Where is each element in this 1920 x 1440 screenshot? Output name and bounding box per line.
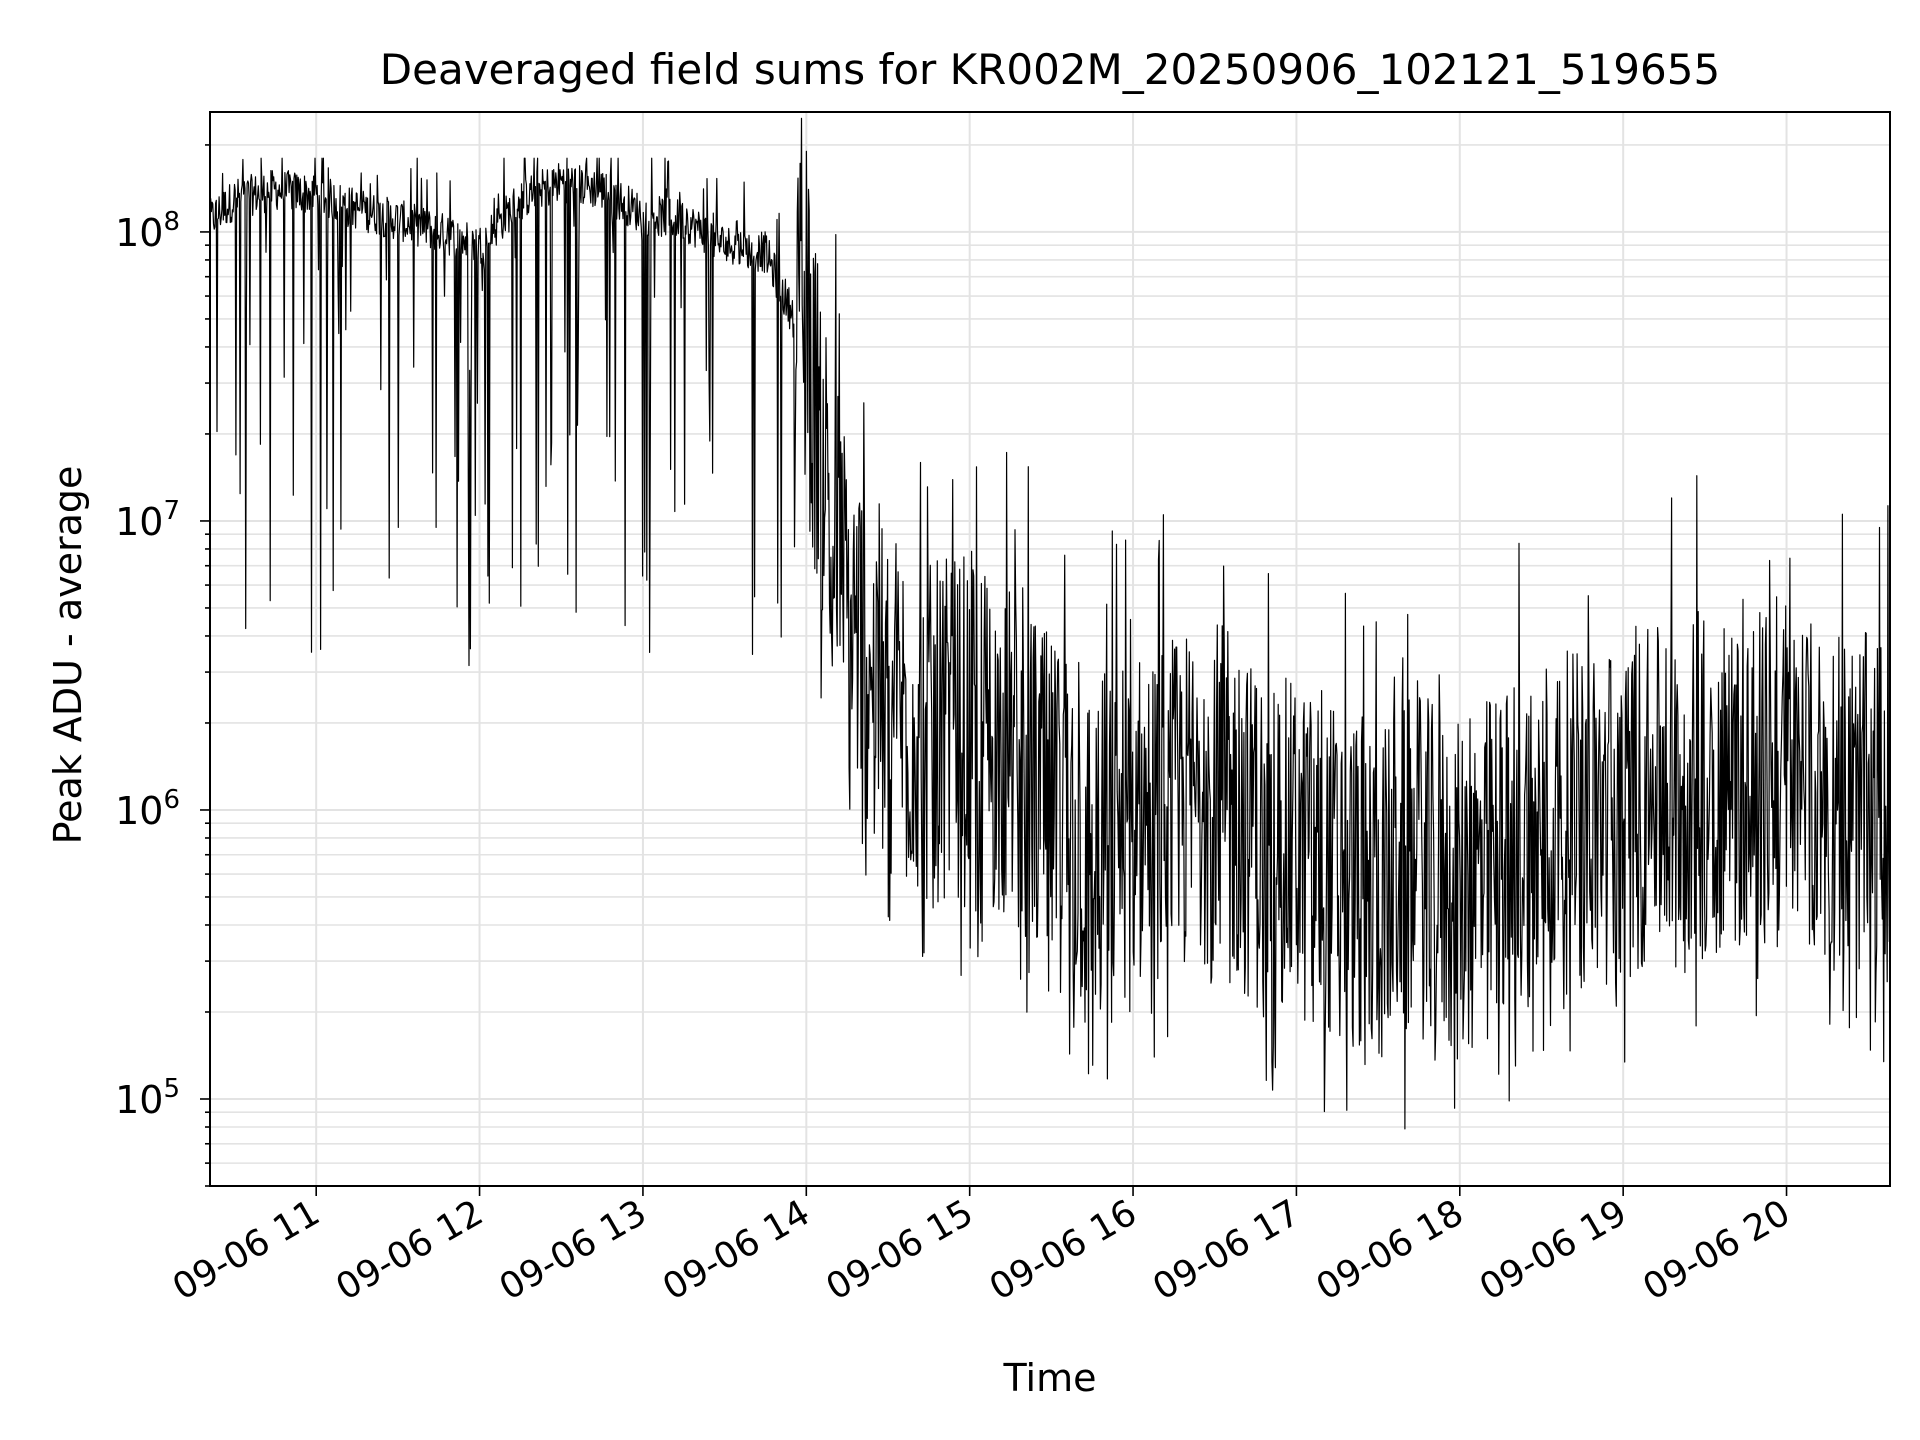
x-tick-label: 09-06 11 [166, 1192, 327, 1308]
x-tick-label: 09-06 16 [983, 1192, 1144, 1308]
x-tick-label: 09-06 12 [329, 1192, 490, 1308]
series-line [209, 117, 1891, 1130]
x-tick-label: 09-06 14 [656, 1192, 817, 1308]
x-tick-label: 09-06 19 [1473, 1192, 1634, 1308]
x-axis-label: Time [1003, 1356, 1097, 1400]
plot-frame [209, 111, 1891, 1187]
x-tick-label: 09-06 18 [1310, 1192, 1471, 1308]
x-tick-label: 09-06 13 [493, 1192, 654, 1308]
plot-background [210, 112, 1890, 1186]
x-tick-label: 09-06 17 [1146, 1192, 1307, 1308]
y-tick-label: 108 [115, 207, 180, 255]
y-tick-label: 107 [115, 496, 180, 544]
x-tick-label: 09-06 15 [820, 1192, 981, 1308]
chart-title: Deaveraged field sums for KR002M_2025090… [379, 45, 1721, 94]
y-tick-label: 105 [115, 1074, 180, 1122]
x-tick-label: 09-06 20 [1636, 1192, 1797, 1308]
series-trace [209, 117, 1891, 1130]
y-tick-label: 106 [115, 785, 180, 833]
y-axis-label: Peak ADU - average [46, 465, 90, 845]
